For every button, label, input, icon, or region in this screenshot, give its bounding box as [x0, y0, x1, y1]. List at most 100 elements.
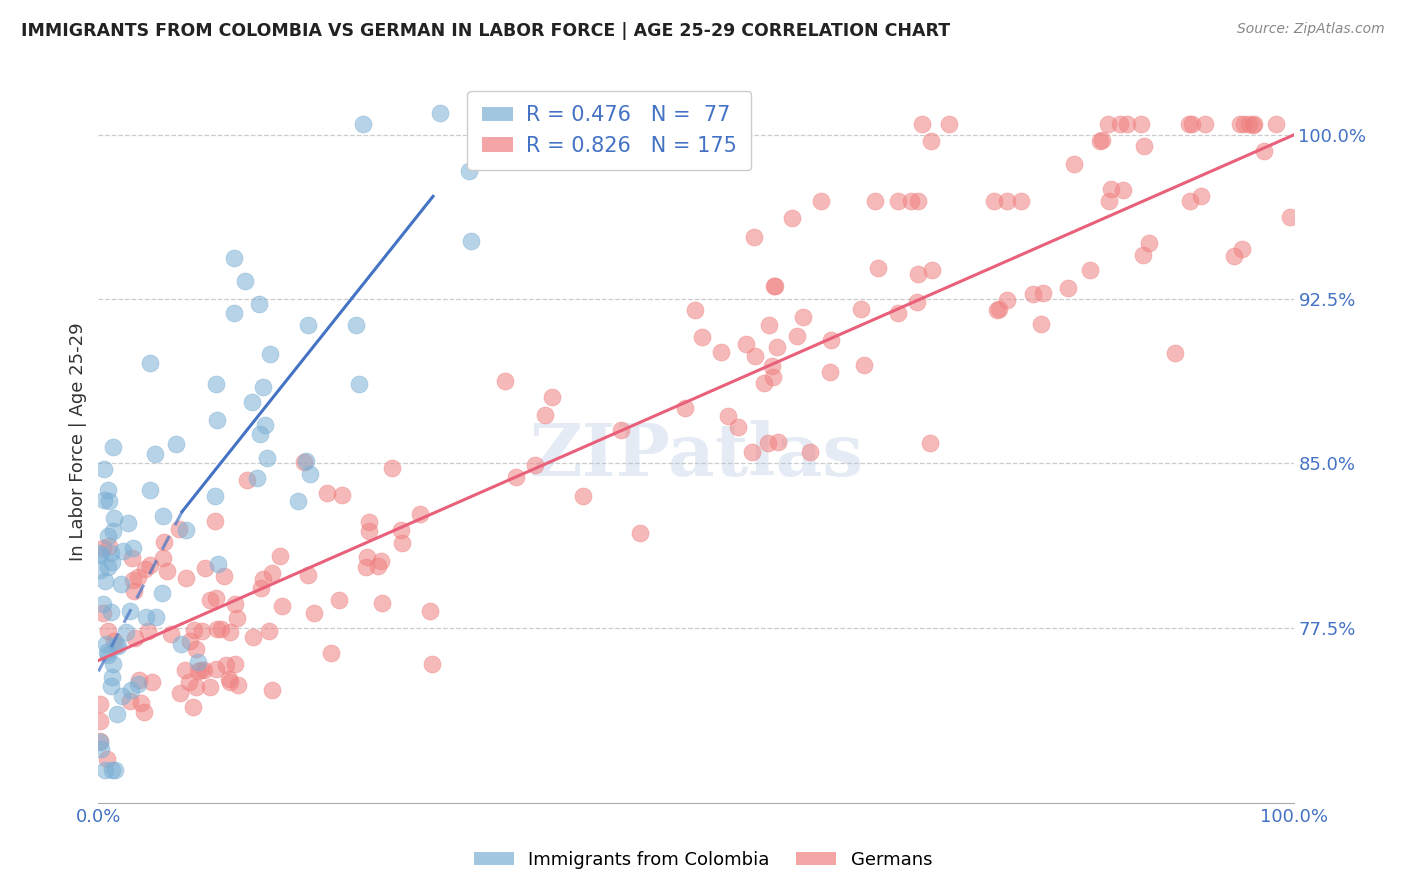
Point: [169, 637, 191, 651]
Point: [253, 418, 276, 433]
Point: [391, 535, 413, 549]
Point: [236, 473, 259, 487]
Point: [1194, 117, 1216, 131]
Point: [1181, 117, 1204, 131]
Point: [328, 593, 350, 607]
Point: [122, 573, 145, 587]
Point: [145, 610, 167, 624]
Point: [938, 117, 960, 131]
Point: [100, 605, 122, 619]
Point: [191, 624, 214, 639]
Point: [118, 604, 141, 618]
Text: IMMIGRANTS FROM COLOMBIA VS GERMAN IN LABOR FORCE | AGE 25-29 CORRELATION CHART: IMMIGRANTS FROM COLOMBIA VS GERMAN IN LA…: [21, 22, 950, 40]
Point: [1111, 183, 1133, 197]
Point: [370, 554, 392, 568]
Point: [204, 377, 226, 392]
Point: [768, 435, 790, 450]
Point: [610, 423, 633, 437]
Point: [207, 557, 229, 571]
Point: [1091, 132, 1114, 146]
Point: [174, 571, 197, 585]
Point: [100, 546, 122, 560]
Point: [907, 194, 929, 208]
Point: [194, 561, 217, 575]
Point: [124, 631, 146, 645]
Point: [1056, 281, 1078, 295]
Point: [716, 409, 738, 423]
Point: [256, 450, 278, 465]
Point: [299, 467, 322, 482]
Point: [505, 470, 527, 484]
Point: [865, 194, 887, 208]
Point: [120, 682, 142, 697]
Point: [246, 471, 269, 485]
Point: [94, 763, 117, 777]
Point: [297, 567, 319, 582]
Point: [534, 408, 557, 422]
Text: Source: ZipAtlas.com: Source: ZipAtlas.com: [1237, 22, 1385, 37]
Text: ZIPatlas: ZIPatlas: [529, 420, 863, 491]
Point: [111, 689, 134, 703]
Point: [269, 549, 291, 564]
Point: [193, 663, 215, 677]
Point: [911, 117, 934, 131]
Point: [181, 700, 204, 714]
Point: [319, 646, 342, 660]
Point: [187, 664, 209, 678]
Point: [128, 673, 150, 687]
Legend: R = 0.476   N =  77, R = 0.826   N = 175: R = 0.476 N = 77, R = 0.826 N = 175: [467, 91, 751, 170]
Point: [127, 570, 149, 584]
Point: [763, 279, 786, 293]
Point: [1177, 117, 1199, 131]
Point: [174, 663, 197, 677]
Point: [111, 544, 134, 558]
Point: [295, 454, 318, 468]
Point: [270, 599, 292, 613]
Point: [139, 356, 162, 370]
Point: [205, 622, 228, 636]
Point: [122, 541, 145, 555]
Point: [344, 318, 367, 332]
Point: [1133, 139, 1156, 153]
Point: [89, 697, 111, 711]
Point: [782, 211, 804, 225]
Point: [762, 370, 785, 384]
Point: [152, 508, 174, 523]
Point: [540, 390, 562, 404]
Point: [104, 638, 127, 652]
Point: [89, 548, 111, 562]
Point: [1099, 182, 1122, 196]
Point: [93, 597, 115, 611]
Point: [219, 674, 242, 689]
Point: [260, 683, 283, 698]
Point: [204, 489, 226, 503]
Point: [1088, 134, 1111, 148]
Point: [152, 550, 174, 565]
Point: [187, 655, 209, 669]
Point: [179, 633, 201, 648]
Point: [104, 763, 127, 777]
Point: [127, 676, 149, 690]
Point: [330, 488, 353, 502]
Point: [105, 706, 128, 721]
Point: [887, 306, 910, 320]
Point: [995, 293, 1018, 307]
Point: [139, 483, 162, 497]
Point: [744, 349, 766, 363]
Point: [866, 261, 889, 276]
Point: [920, 134, 942, 148]
Point: [1230, 243, 1253, 257]
Point: [252, 380, 274, 394]
Point: [1241, 118, 1264, 132]
Point: [572, 489, 595, 503]
Point: [371, 596, 394, 610]
Point: [766, 340, 789, 354]
Point: [907, 267, 929, 281]
Legend: Immigrants from Colombia, Germans: Immigrants from Colombia, Germans: [467, 844, 939, 876]
Point: [302, 606, 325, 620]
Point: [97, 494, 120, 508]
Point: [97, 624, 120, 638]
Point: [139, 558, 162, 573]
Point: [494, 374, 516, 388]
Point: [222, 306, 245, 320]
